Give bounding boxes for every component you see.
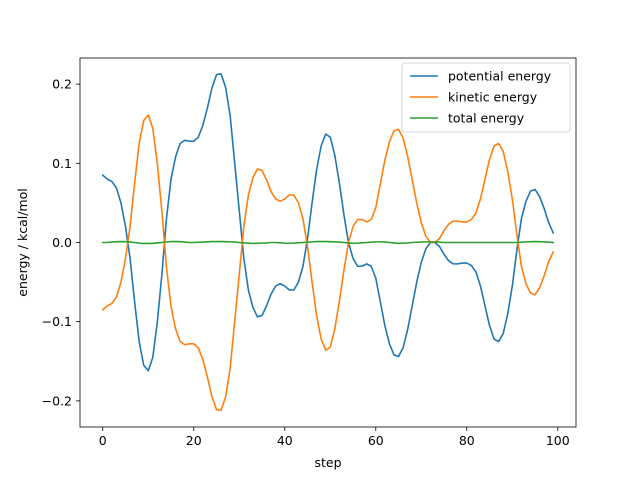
- x-tick-label: 40: [277, 433, 293, 448]
- y-tick-label: −0.2: [42, 393, 72, 408]
- legend-label-1: kinetic energy: [448, 90, 538, 105]
- y-tick-label: 0.2: [52, 77, 72, 92]
- series-line-0: [101, 73, 555, 372]
- y-axis: −0.2 −0.1 0.0 0.1 0.2: [42, 77, 80, 408]
- plot-area: [101, 73, 555, 412]
- x-tick-label: 100: [546, 433, 570, 448]
- x-tick-label: 60: [368, 433, 384, 448]
- legend-label-0: potential energy: [448, 69, 552, 84]
- y-tick-label: 0.0: [52, 235, 72, 250]
- y-tick-label: −0.1: [42, 314, 72, 329]
- y-tick-label: 0.1: [52, 156, 72, 171]
- x-axis-label: step: [314, 455, 341, 470]
- x-axis: 0 20 40 60 80 100: [99, 427, 570, 448]
- legend-label-2: total energy: [448, 111, 525, 126]
- series-line-2: [101, 240, 555, 245]
- series-line-1: [101, 114, 555, 412]
- legend: potential energy kinetic energy total ener…: [401, 62, 571, 133]
- x-tick-label: 0: [99, 433, 107, 448]
- y-axis-label: energy / kcal/mol: [15, 188, 30, 296]
- x-tick-label: 80: [459, 433, 475, 448]
- x-tick-label: 20: [186, 433, 202, 448]
- legend-box: [401, 62, 571, 133]
